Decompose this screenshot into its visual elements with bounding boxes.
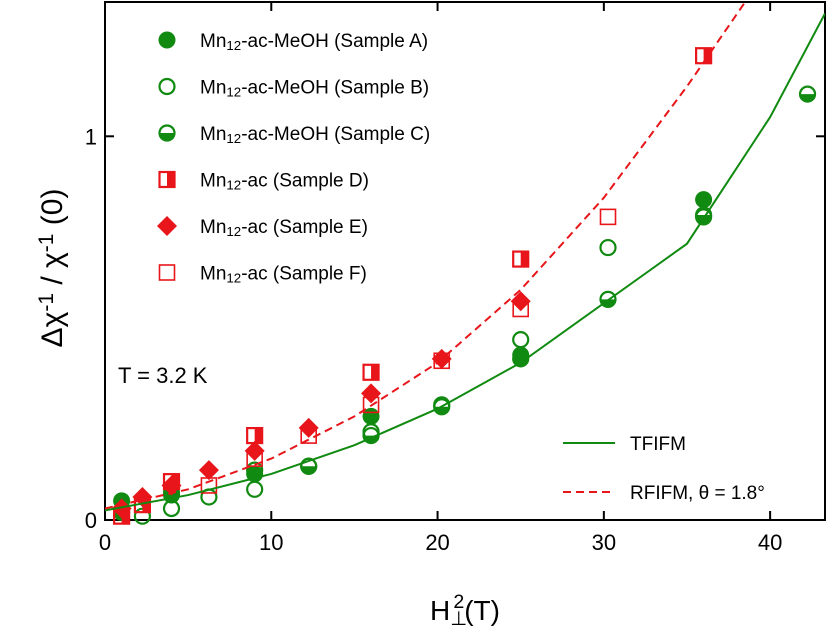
- legend-label: TFIFM: [630, 434, 686, 455]
- marker-part: [371, 364, 379, 380]
- marker-part: [433, 398, 451, 416]
- marker-part: [433, 352, 451, 370]
- legend-label: Mn12-ac (Sample D): [200, 171, 369, 193]
- marker-part: [158, 264, 176, 281]
- x-tick-label: 30: [592, 530, 616, 555]
- data-point: [361, 383, 382, 404]
- marker-part: [246, 480, 264, 498]
- marker-part: [158, 170, 176, 189]
- legend-marker: [158, 124, 176, 142]
- marker-part: [113, 507, 130, 525]
- data-point: [163, 473, 180, 490]
- marker-part: [158, 77, 176, 96]
- marker-part: [599, 208, 617, 226]
- data-point: [200, 477, 218, 494]
- data-point: [433, 352, 451, 370]
- legend-label: Mn12-ac (Sample E): [200, 217, 368, 239]
- x-tick-label: 40: [758, 530, 782, 555]
- y-tick-label: 0: [85, 508, 97, 533]
- marker-part: [163, 473, 180, 490]
- marker-part: [158, 31, 176, 49]
- data-point: [246, 450, 263, 467]
- data-point: [599, 238, 617, 257]
- data-point: [798, 85, 817, 103]
- marker-part: [167, 172, 175, 187]
- x-tick-label: 10: [259, 530, 283, 555]
- marker-part: [198, 460, 219, 481]
- data-point: [198, 460, 219, 481]
- marker-part: [695, 206, 713, 224]
- data-point: [161, 475, 182, 496]
- marker-part: [798, 85, 817, 103]
- marker-part: [362, 363, 380, 381]
- marker-part: [246, 450, 263, 467]
- fit-curve: [105, 2, 747, 510]
- marker-part: [200, 477, 218, 494]
- data-point: [113, 507, 130, 525]
- marker-part: [512, 331, 530, 349]
- data-point: [512, 331, 530, 349]
- marker-part: [362, 396, 380, 414]
- data-point: [246, 426, 264, 445]
- marker-part: [157, 216, 177, 236]
- legend-label: RFIFM, θ = 1.8°: [630, 483, 765, 504]
- plot-frame: [104, 1, 826, 521]
- marker-part: [512, 350, 530, 368]
- legend-marker: [158, 170, 176, 189]
- x-tick-label: 0: [99, 530, 111, 555]
- marker-part: [361, 383, 382, 404]
- fit-curve: [105, 13, 825, 512]
- data-point: [512, 300, 530, 318]
- marker-part: [121, 508, 130, 524]
- y-axis-label: Δχ-1 / χ-1 (0): [35, 189, 69, 348]
- legend-label: Mn12-ac-MeOH (Sample C): [200, 124, 430, 146]
- y-tick-label: 1: [85, 124, 97, 149]
- marker-part: [599, 238, 617, 257]
- marker-part: [512, 250, 530, 268]
- data-point: [300, 457, 318, 475]
- marker-part: [300, 457, 318, 475]
- legend-marker: [157, 216, 177, 236]
- data-point: [599, 290, 617, 308]
- x-tick-label: 20: [425, 530, 449, 555]
- data-point: [695, 191, 713, 209]
- marker-part: [142, 497, 150, 513]
- data-point: [362, 396, 380, 414]
- data-point: [246, 480, 264, 498]
- marker-part: [158, 124, 176, 142]
- marker-part: [512, 300, 530, 318]
- legend-label: Mn12-ac-MeOH (Sample B): [200, 78, 429, 100]
- legend-label: Mn12-ac-MeOH (Sample A): [200, 31, 428, 53]
- data-point: [599, 208, 617, 226]
- legend-marker: [158, 31, 176, 49]
- legend-marker: [158, 77, 176, 96]
- annotation: T = 3.2 K: [118, 363, 208, 388]
- marker-part: [703, 48, 712, 64]
- legend-marker: [158, 264, 176, 281]
- marker-part: [254, 428, 263, 444]
- data-point: [512, 250, 530, 268]
- marker-part: [599, 290, 617, 308]
- legend-label: Mn12-ac (Sample F): [200, 264, 367, 286]
- x-axis-label: H⊥2(T): [430, 591, 500, 630]
- marker-part: [695, 191, 713, 209]
- marker-part: [161, 475, 182, 496]
- marker-part: [520, 251, 529, 267]
- data-point: [362, 363, 380, 381]
